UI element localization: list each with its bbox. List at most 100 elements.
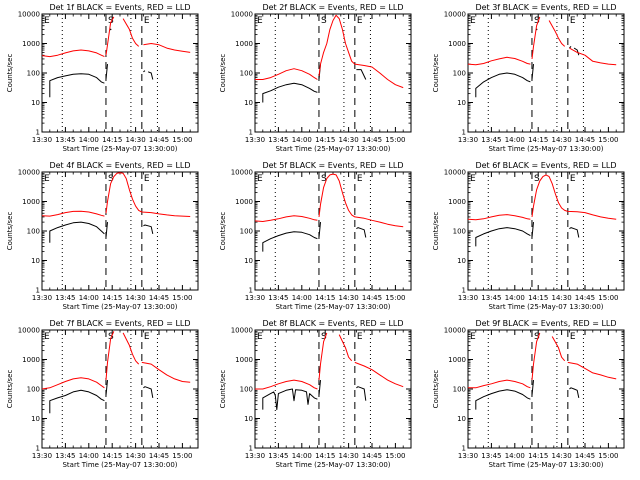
x-tick-label: 14:15 — [102, 452, 122, 460]
series-group — [255, 332, 404, 411]
y-tick-label: 1000 — [235, 198, 253, 206]
y-tick-label: 1000 — [22, 198, 40, 206]
series-group — [42, 172, 191, 243]
lld-line — [318, 173, 404, 228]
x-tick-label: 14:45 — [362, 294, 382, 302]
lld-line — [122, 332, 140, 365]
x-tick-label: 13:30 — [458, 136, 478, 144]
flare-end-marker: E — [144, 16, 150, 26]
x-tick-label: 14:15 — [102, 294, 122, 302]
flare-start-marker: S — [108, 16, 114, 26]
y-tick-label: 1000 — [448, 356, 466, 364]
y-tick-label: 1 — [36, 287, 40, 295]
y-tick-label: 10 — [31, 415, 40, 423]
x-axis-label: Start Time (25-May-07 13:30:00) — [275, 145, 390, 153]
x-tick-label: 14:15 — [528, 136, 548, 144]
events-line — [262, 82, 318, 103]
lld-line — [354, 361, 404, 388]
lld-line — [318, 14, 404, 89]
events-line — [49, 389, 105, 414]
x-tick-label: 14:15 — [315, 452, 335, 460]
x-tick-label: 14:30 — [552, 452, 572, 460]
y-tick-label: 10000 — [444, 169, 466, 177]
x-tick-label: 15:00 — [598, 294, 618, 302]
y-tick-label: 10000 — [444, 327, 466, 335]
y-tick-label: 10 — [457, 415, 466, 423]
lld-line — [42, 210, 105, 217]
flare-end-marker: E — [570, 16, 576, 26]
y-tick-label: 10 — [457, 257, 466, 265]
panel-title: Det 6f BLACK = Events, RED = LLD — [475, 161, 616, 170]
start-edge-marker: E — [44, 16, 50, 26]
y-axis-label: Counts/sec — [432, 54, 440, 93]
y-tick-label: 1 — [249, 287, 253, 295]
y-tick-label: 10000 — [444, 11, 466, 19]
x-tick-label: 14:45 — [149, 294, 169, 302]
series-group — [42, 331, 191, 414]
y-tick-label: 10 — [244, 257, 253, 265]
x-tick-label: 13:45 — [268, 136, 288, 144]
x-tick-label: 15:00 — [172, 136, 192, 144]
panel-title: Det 3f BLACK = Events, RED = LLD — [475, 3, 616, 12]
lld-line — [105, 172, 191, 217]
events-line — [105, 380, 108, 396]
series-group — [255, 173, 404, 252]
events-line — [262, 388, 318, 411]
y-tick-label: 10000 — [18, 327, 40, 335]
flare-start-marker: S — [534, 332, 540, 342]
plot-frame — [254, 329, 412, 449]
events-line — [475, 227, 531, 247]
x-tick-label: 15:00 — [598, 136, 618, 144]
lld-line — [42, 377, 105, 390]
x-tick-label: 14:45 — [362, 452, 382, 460]
x-tick-label: 14:15 — [315, 136, 335, 144]
x-tick-label: 13:30 — [245, 452, 265, 460]
y-tick-label: 10 — [31, 257, 40, 265]
y-tick-label: 1000 — [448, 40, 466, 48]
detector-panel-7: Det 7f BLACK = Events, RED = LLD 1 10 100 10… — [6, 319, 199, 469]
events-line — [569, 227, 580, 238]
series-group — [468, 16, 617, 98]
y-tick-label: 100 — [453, 386, 466, 394]
lld-line — [42, 49, 105, 58]
x-tick-label: 14:00 — [505, 294, 525, 302]
x-tick-label: 14:45 — [362, 136, 382, 144]
x-tick-label: 13:45 — [481, 294, 501, 302]
plot-frame — [254, 171, 412, 291]
x-axis-label: Start Time (25-May-07 13:30:00) — [275, 461, 390, 469]
y-tick-label: 100 — [240, 70, 253, 78]
y-axis-label: Counts/sec — [219, 370, 227, 409]
detector-panel-2: Det 2f BLACK = Events, RED = LLD 1 10 100 10… — [219, 3, 412, 153]
y-tick-label: 1000 — [235, 40, 253, 48]
x-tick-label: 13:30 — [32, 136, 52, 144]
events-line — [49, 73, 105, 98]
x-axis-label: Start Time (25-May-07 13:30:00) — [488, 145, 603, 153]
x-tick-label: 14:00 — [292, 294, 312, 302]
series-group — [468, 174, 617, 247]
plot-frame — [254, 13, 412, 133]
y-tick-label: 1 — [249, 445, 253, 453]
events-line — [356, 69, 367, 80]
lld-line — [531, 174, 617, 220]
x-tick-label: 13:30 — [245, 294, 265, 302]
events-line — [573, 47, 580, 56]
events-line — [143, 70, 146, 73]
x-tick-label: 14:15 — [102, 136, 122, 144]
x-tick-label: 14:15 — [315, 294, 335, 302]
lld-line — [318, 332, 328, 381]
flare-start-marker: S — [321, 332, 327, 342]
lld-line — [143, 43, 191, 53]
detector-panel-5: Det 5f BLACK = Events, RED = LLD 1 10 100 10… — [219, 161, 412, 311]
y-tick-label: 1000 — [235, 356, 253, 364]
events-line — [105, 222, 108, 238]
start-edge-marker: E — [470, 332, 476, 342]
x-tick-label: 14:00 — [79, 294, 99, 302]
events-line — [262, 231, 318, 252]
x-tick-label: 14:45 — [575, 452, 595, 460]
plot-frame — [467, 13, 625, 133]
x-tick-label: 14:45 — [575, 136, 595, 144]
x-tick-label: 13:45 — [55, 136, 75, 144]
y-axis-label: Counts/sec — [219, 212, 227, 251]
x-tick-label: 14:45 — [149, 452, 169, 460]
x-tick-label: 14:30 — [339, 294, 359, 302]
